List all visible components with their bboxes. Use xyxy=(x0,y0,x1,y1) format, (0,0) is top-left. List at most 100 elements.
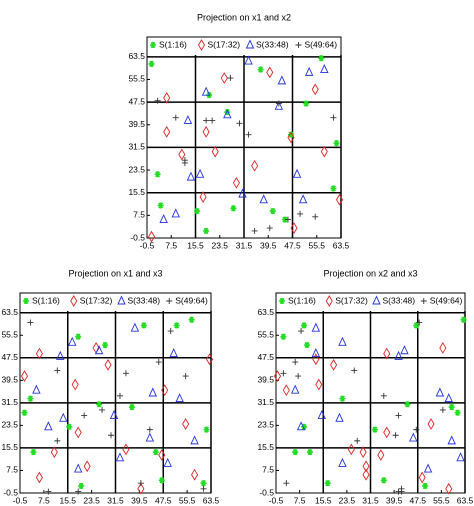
point xyxy=(413,426,420,433)
point xyxy=(295,373,302,380)
point xyxy=(330,185,337,192)
point xyxy=(163,457,172,467)
y-tick-label: 39.5 xyxy=(1,375,18,385)
point xyxy=(392,432,399,439)
x-tick-label: 55.5 xyxy=(433,495,450,505)
point xyxy=(277,75,287,85)
point xyxy=(169,347,178,358)
point xyxy=(161,384,169,397)
point xyxy=(444,393,453,403)
y-tick-label: 23.5 xyxy=(128,164,145,174)
point xyxy=(359,446,367,459)
point xyxy=(20,370,29,382)
legend-marker xyxy=(150,41,156,49)
point xyxy=(245,131,252,138)
legend-label: S(33:48) xyxy=(128,295,161,305)
point xyxy=(306,449,313,456)
point xyxy=(232,176,240,189)
point xyxy=(371,426,378,433)
y-tick-label: 39.5 xyxy=(128,119,145,129)
y-tick-label: 63.5 xyxy=(257,307,274,317)
y-tick-label: 31.5 xyxy=(257,397,274,407)
y-tick-label: -0.5 xyxy=(259,487,274,497)
point xyxy=(172,114,179,121)
point xyxy=(335,193,344,206)
point xyxy=(338,457,347,467)
point xyxy=(362,468,370,481)
y-tick-label: 15.5 xyxy=(128,187,145,197)
point xyxy=(301,423,308,430)
legend-label: S(1:16) xyxy=(159,39,187,49)
point xyxy=(71,378,79,391)
point xyxy=(292,449,299,456)
point xyxy=(400,345,409,355)
point xyxy=(333,140,340,147)
point xyxy=(75,488,82,495)
y-tick-label: 23.5 xyxy=(1,420,18,430)
point xyxy=(108,432,115,439)
point xyxy=(154,171,161,178)
legend-marker xyxy=(70,295,78,307)
point xyxy=(148,60,155,67)
point xyxy=(59,412,68,422)
point xyxy=(351,367,358,374)
point xyxy=(137,482,145,495)
point xyxy=(418,471,426,484)
point xyxy=(27,319,34,326)
y-tick-label: 7.5 xyxy=(6,465,18,475)
point xyxy=(227,75,234,82)
point xyxy=(284,216,291,223)
x-tick-label: 39.5 xyxy=(386,495,403,505)
point xyxy=(290,384,300,394)
point xyxy=(182,373,189,380)
point xyxy=(154,97,161,104)
point xyxy=(99,406,106,413)
point xyxy=(94,345,104,355)
point xyxy=(275,100,282,107)
point xyxy=(205,353,214,366)
x-tick-label: 15.5 xyxy=(315,495,332,505)
point xyxy=(27,395,34,402)
point xyxy=(269,208,276,215)
x-tick-label: 31.5 xyxy=(107,495,124,505)
point xyxy=(330,358,338,371)
point xyxy=(383,426,391,439)
point xyxy=(422,482,429,490)
x-tick-label: -0.5 xyxy=(140,240,155,250)
y-tick-label: 47.5 xyxy=(1,352,18,362)
y-tick-label: 15.5 xyxy=(1,442,18,452)
x-tick-label: 39.5 xyxy=(260,240,277,250)
point xyxy=(435,387,445,397)
point xyxy=(311,83,319,96)
point xyxy=(178,148,186,161)
point xyxy=(335,412,344,422)
point xyxy=(73,463,83,473)
point xyxy=(181,157,188,164)
point xyxy=(148,387,158,397)
point xyxy=(68,336,77,346)
x-tick-label: 7.5 xyxy=(38,495,50,505)
point xyxy=(312,353,320,366)
point xyxy=(224,108,231,116)
point xyxy=(320,63,329,74)
point xyxy=(202,125,210,138)
legend-marker xyxy=(372,295,381,305)
point xyxy=(318,55,325,62)
point xyxy=(282,384,290,397)
point xyxy=(304,342,311,349)
legend-label: S(17:32) xyxy=(335,295,368,305)
point xyxy=(456,452,465,462)
point xyxy=(380,477,387,484)
point xyxy=(281,216,288,223)
point xyxy=(280,333,287,340)
y-tick-label: 31.5 xyxy=(128,142,145,152)
x-tick-label: 55.5 xyxy=(179,495,196,505)
point xyxy=(163,125,171,138)
point xyxy=(158,449,166,461)
x-tick-label: 7.5 xyxy=(294,495,306,505)
legend-marker xyxy=(245,39,255,49)
x-tick-label: 15.5 xyxy=(59,495,76,505)
point xyxy=(140,322,147,329)
point xyxy=(395,488,402,495)
